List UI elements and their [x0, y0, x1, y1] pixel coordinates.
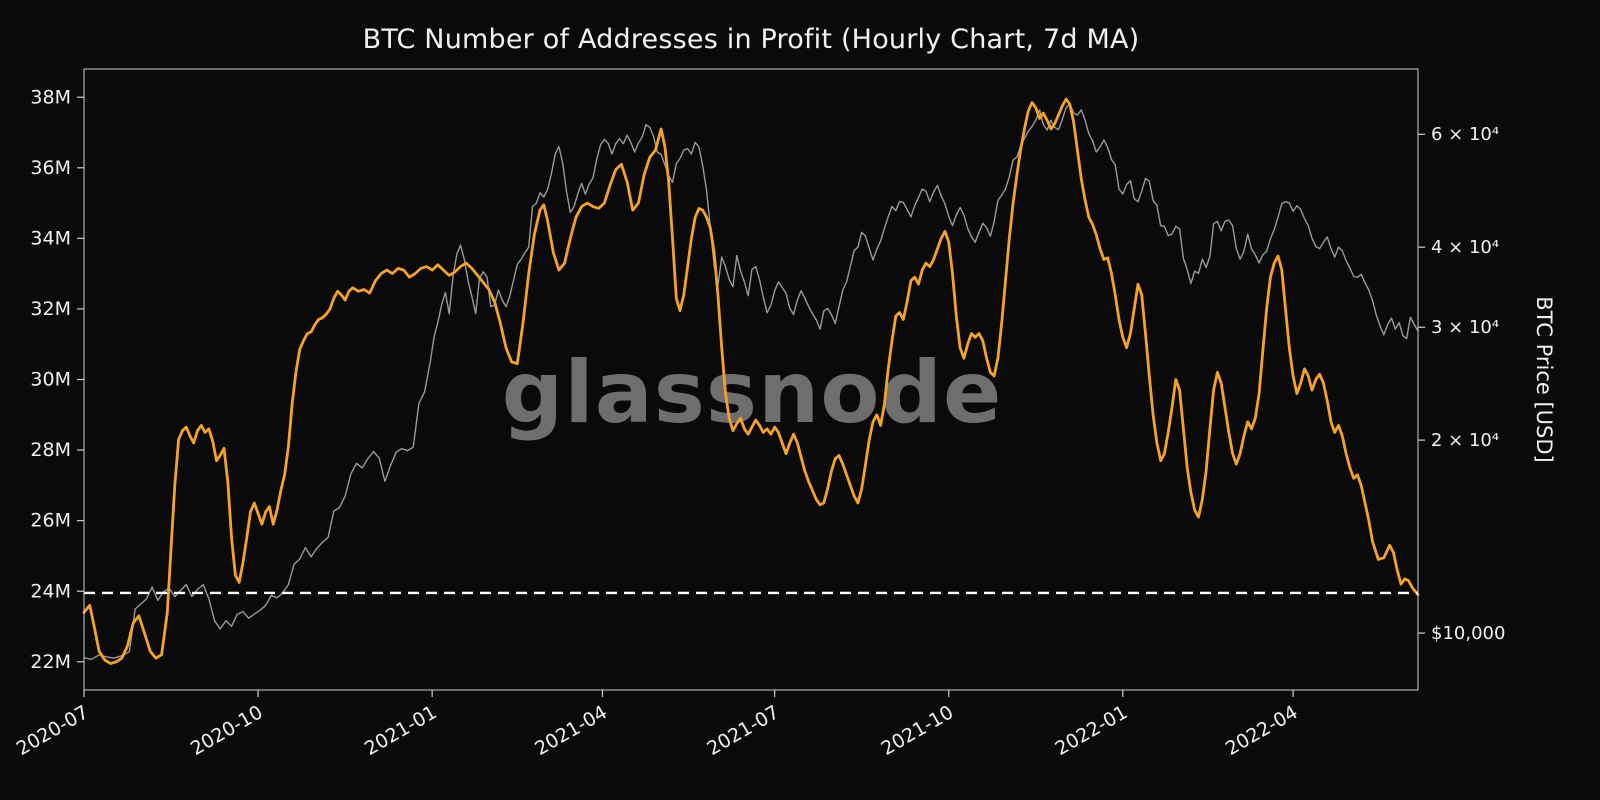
right-axis-tick-label: 2 × 10⁴ — [1431, 430, 1499, 451]
left-axis-tick-label: 24M — [30, 580, 71, 602]
chart-title: BTC Number of Addresses in Profit (Hourl… — [362, 24, 1140, 55]
left-axis-tick-label: 32M — [30, 298, 71, 320]
right-axis-title: BTC Price [USD] — [1532, 296, 1556, 463]
left-axis-tick-label: 34M — [30, 227, 71, 249]
right-axis-tick-label: $10,000 — [1431, 623, 1505, 644]
x-axis-tick-label: 2020-07 — [13, 701, 93, 760]
x-axis-tick-label: 2022-04 — [1222, 701, 1302, 760]
left-axis-tick-label: 36M — [30, 157, 71, 179]
addresses-in-profit-line — [82, 97, 1420, 665]
x-axis-tick-label: 2021-07 — [703, 701, 783, 760]
x-axis-tick-label: 2020-10 — [187, 701, 267, 760]
x-axis-tick-label: 2021-10 — [877, 701, 957, 760]
left-axis-tick-label: 30M — [30, 369, 71, 391]
right-axis-tick-label: 6 × 10⁴ — [1431, 124, 1499, 145]
left-axis-tick-label: 22M — [30, 651, 71, 673]
x-axis-tick-label: 2022-01 — [1052, 701, 1132, 760]
right-axis-tick-label: 3 × 10⁴ — [1431, 317, 1499, 338]
x-axis-tick-label: 2021-04 — [531, 701, 611, 760]
btc-price-line — [83, 102, 1419, 660]
plot-area[interactable] — [84, 69, 1418, 690]
left-axis-tick-label: 26M — [30, 510, 71, 532]
right-axis-tick-label: 4 × 10⁴ — [1431, 237, 1499, 258]
left-axis-tick-label: 28M — [30, 439, 71, 461]
left-axis-tick-label: 38M — [30, 86, 71, 108]
x-axis-tick-label: 2021-01 — [361, 701, 441, 760]
